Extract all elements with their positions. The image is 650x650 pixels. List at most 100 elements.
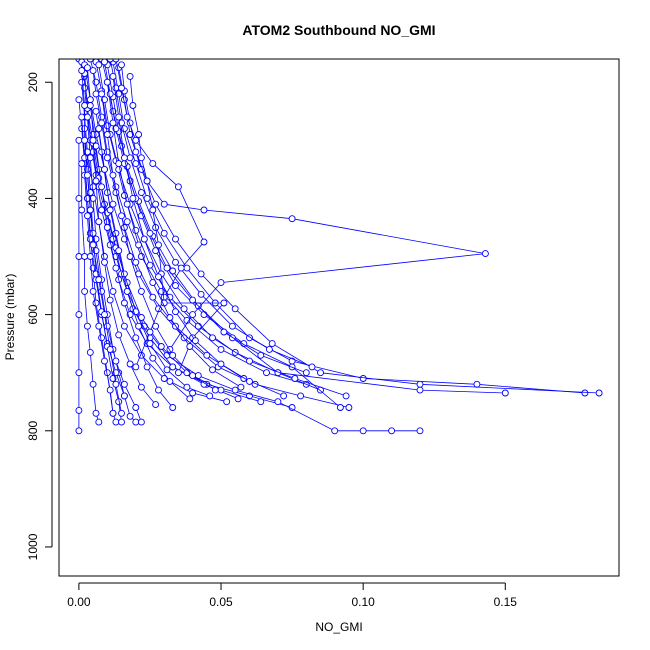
data-point bbox=[86, 348, 94, 356]
data-point bbox=[92, 90, 100, 98]
data-point bbox=[149, 279, 157, 287]
data-point bbox=[274, 398, 282, 406]
data-point bbox=[92, 107, 100, 115]
data-point bbox=[75, 369, 83, 377]
data-point bbox=[160, 229, 168, 237]
data-point bbox=[595, 389, 603, 397]
series-31 bbox=[95, 125, 194, 403]
series-18 bbox=[126, 72, 228, 377]
data-point bbox=[177, 264, 185, 272]
data-point bbox=[106, 345, 114, 353]
data-point bbox=[143, 177, 151, 185]
data-point bbox=[89, 287, 97, 295]
series-line bbox=[81, 61, 420, 432]
data-point bbox=[120, 392, 128, 400]
x-tick-label: 0.05 bbox=[209, 595, 233, 609]
data-point bbox=[81, 136, 89, 144]
data-point bbox=[118, 212, 125, 220]
data-point bbox=[163, 264, 171, 272]
data-point bbox=[98, 119, 106, 127]
data-point bbox=[89, 229, 97, 237]
data-point bbox=[115, 113, 123, 121]
data-point bbox=[86, 59, 94, 63]
data-point bbox=[149, 160, 157, 168]
series-20 bbox=[75, 136, 83, 435]
series-line bbox=[118, 67, 600, 394]
data-point bbox=[98, 90, 106, 98]
data-point bbox=[155, 273, 162, 281]
series-17 bbox=[112, 59, 208, 371]
data-point bbox=[112, 264, 120, 272]
data-point bbox=[280, 392, 288, 400]
data-point bbox=[118, 61, 125, 69]
data-point bbox=[98, 183, 106, 191]
data-point bbox=[231, 386, 239, 394]
data-point bbox=[112, 380, 120, 388]
data-point bbox=[112, 59, 120, 63]
data-point bbox=[200, 238, 208, 246]
data-point bbox=[132, 404, 140, 411]
data-point bbox=[155, 386, 162, 394]
series-29 bbox=[89, 136, 160, 409]
data-point bbox=[103, 78, 111, 86]
data-point bbox=[126, 131, 134, 138]
data-point bbox=[126, 412, 134, 420]
series-line bbox=[98, 64, 347, 397]
data-point bbox=[146, 229, 154, 237]
data-point bbox=[109, 171, 117, 179]
data-point bbox=[120, 299, 128, 307]
data-point bbox=[189, 372, 197, 380]
y-tick-label: 400 bbox=[26, 188, 40, 208]
data-point bbox=[291, 375, 299, 382]
data-point bbox=[152, 200, 160, 208]
data-point bbox=[106, 59, 114, 63]
data-point bbox=[126, 360, 134, 368]
data-point bbox=[75, 406, 83, 414]
data-point bbox=[416, 380, 424, 388]
data-point bbox=[336, 404, 344, 411]
data-point bbox=[115, 160, 123, 168]
data-point bbox=[98, 287, 106, 295]
data-point bbox=[106, 386, 114, 394]
data-point bbox=[83, 212, 91, 220]
data-point bbox=[109, 119, 117, 127]
series-line bbox=[121, 64, 486, 350]
data-point bbox=[155, 241, 162, 249]
data-point bbox=[118, 84, 125, 92]
data-point bbox=[265, 345, 273, 353]
series-line bbox=[106, 82, 242, 388]
data-point bbox=[163, 366, 171, 374]
data-point bbox=[172, 258, 179, 266]
data-point bbox=[115, 247, 123, 255]
data-point bbox=[95, 418, 103, 426]
y-tick-label: 1000 bbox=[26, 533, 40, 560]
data-point bbox=[172, 282, 179, 290]
y-tick-label: 200 bbox=[26, 72, 40, 92]
data-point bbox=[75, 194, 83, 202]
data-point bbox=[78, 160, 86, 168]
series-21 bbox=[78, 160, 103, 426]
data-point bbox=[152, 322, 160, 330]
data-point bbox=[217, 279, 225, 287]
data-point bbox=[92, 299, 100, 307]
data-point bbox=[86, 189, 94, 197]
data-point bbox=[246, 377, 253, 385]
data-point bbox=[143, 363, 151, 371]
series-6 bbox=[103, 61, 509, 397]
data-point bbox=[174, 369, 182, 377]
data-point bbox=[86, 96, 94, 104]
data-point bbox=[166, 377, 174, 385]
data-point bbox=[359, 375, 367, 382]
data-point bbox=[123, 287, 131, 295]
data-point bbox=[126, 154, 134, 162]
data-point bbox=[140, 235, 148, 243]
y-axis-label: Pressure (mbar) bbox=[3, 274, 17, 361]
data-point bbox=[95, 61, 103, 69]
data-point bbox=[83, 64, 91, 72]
data-point bbox=[246, 357, 253, 365]
data-point bbox=[103, 322, 111, 330]
series-27 bbox=[98, 90, 219, 394]
data-point bbox=[115, 165, 123, 173]
y-axis: 200 400 600 800 1000 bbox=[26, 72, 53, 560]
data-point bbox=[146, 340, 154, 348]
